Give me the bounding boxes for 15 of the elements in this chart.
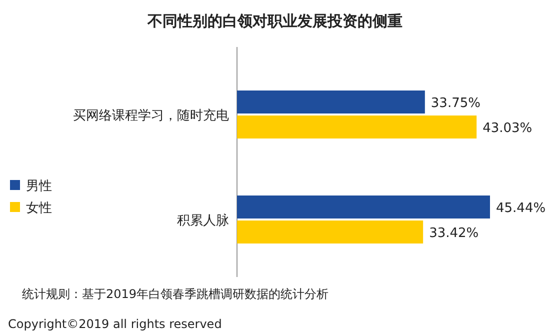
y-tick-label: 买网络课程学习，随时充电 — [73, 108, 229, 124]
chart-title: 不同性别的白领对职业发展投资的侧重 — [146, 12, 402, 30]
data-label: 43.03% — [482, 121, 532, 136]
bar — [237, 196, 490, 218]
text: 统计规则：基于2019年白领春季跳槽调研数据的统计分析 — [22, 287, 329, 301]
bar — [237, 90, 425, 114]
legend-label: 女性 — [26, 201, 52, 216]
legend-label: 男性 — [26, 179, 52, 194]
y-tick-label: 积累人脉 — [177, 214, 229, 228]
bar — [237, 220, 424, 244]
text: Copyright©2019 all rights reserved — [8, 317, 222, 331]
data-label: 33.75% — [430, 96, 480, 111]
data-label: 33.42% — [429, 226, 479, 241]
data-label: 45.44% — [496, 201, 546, 216]
bar — [237, 116, 477, 138]
